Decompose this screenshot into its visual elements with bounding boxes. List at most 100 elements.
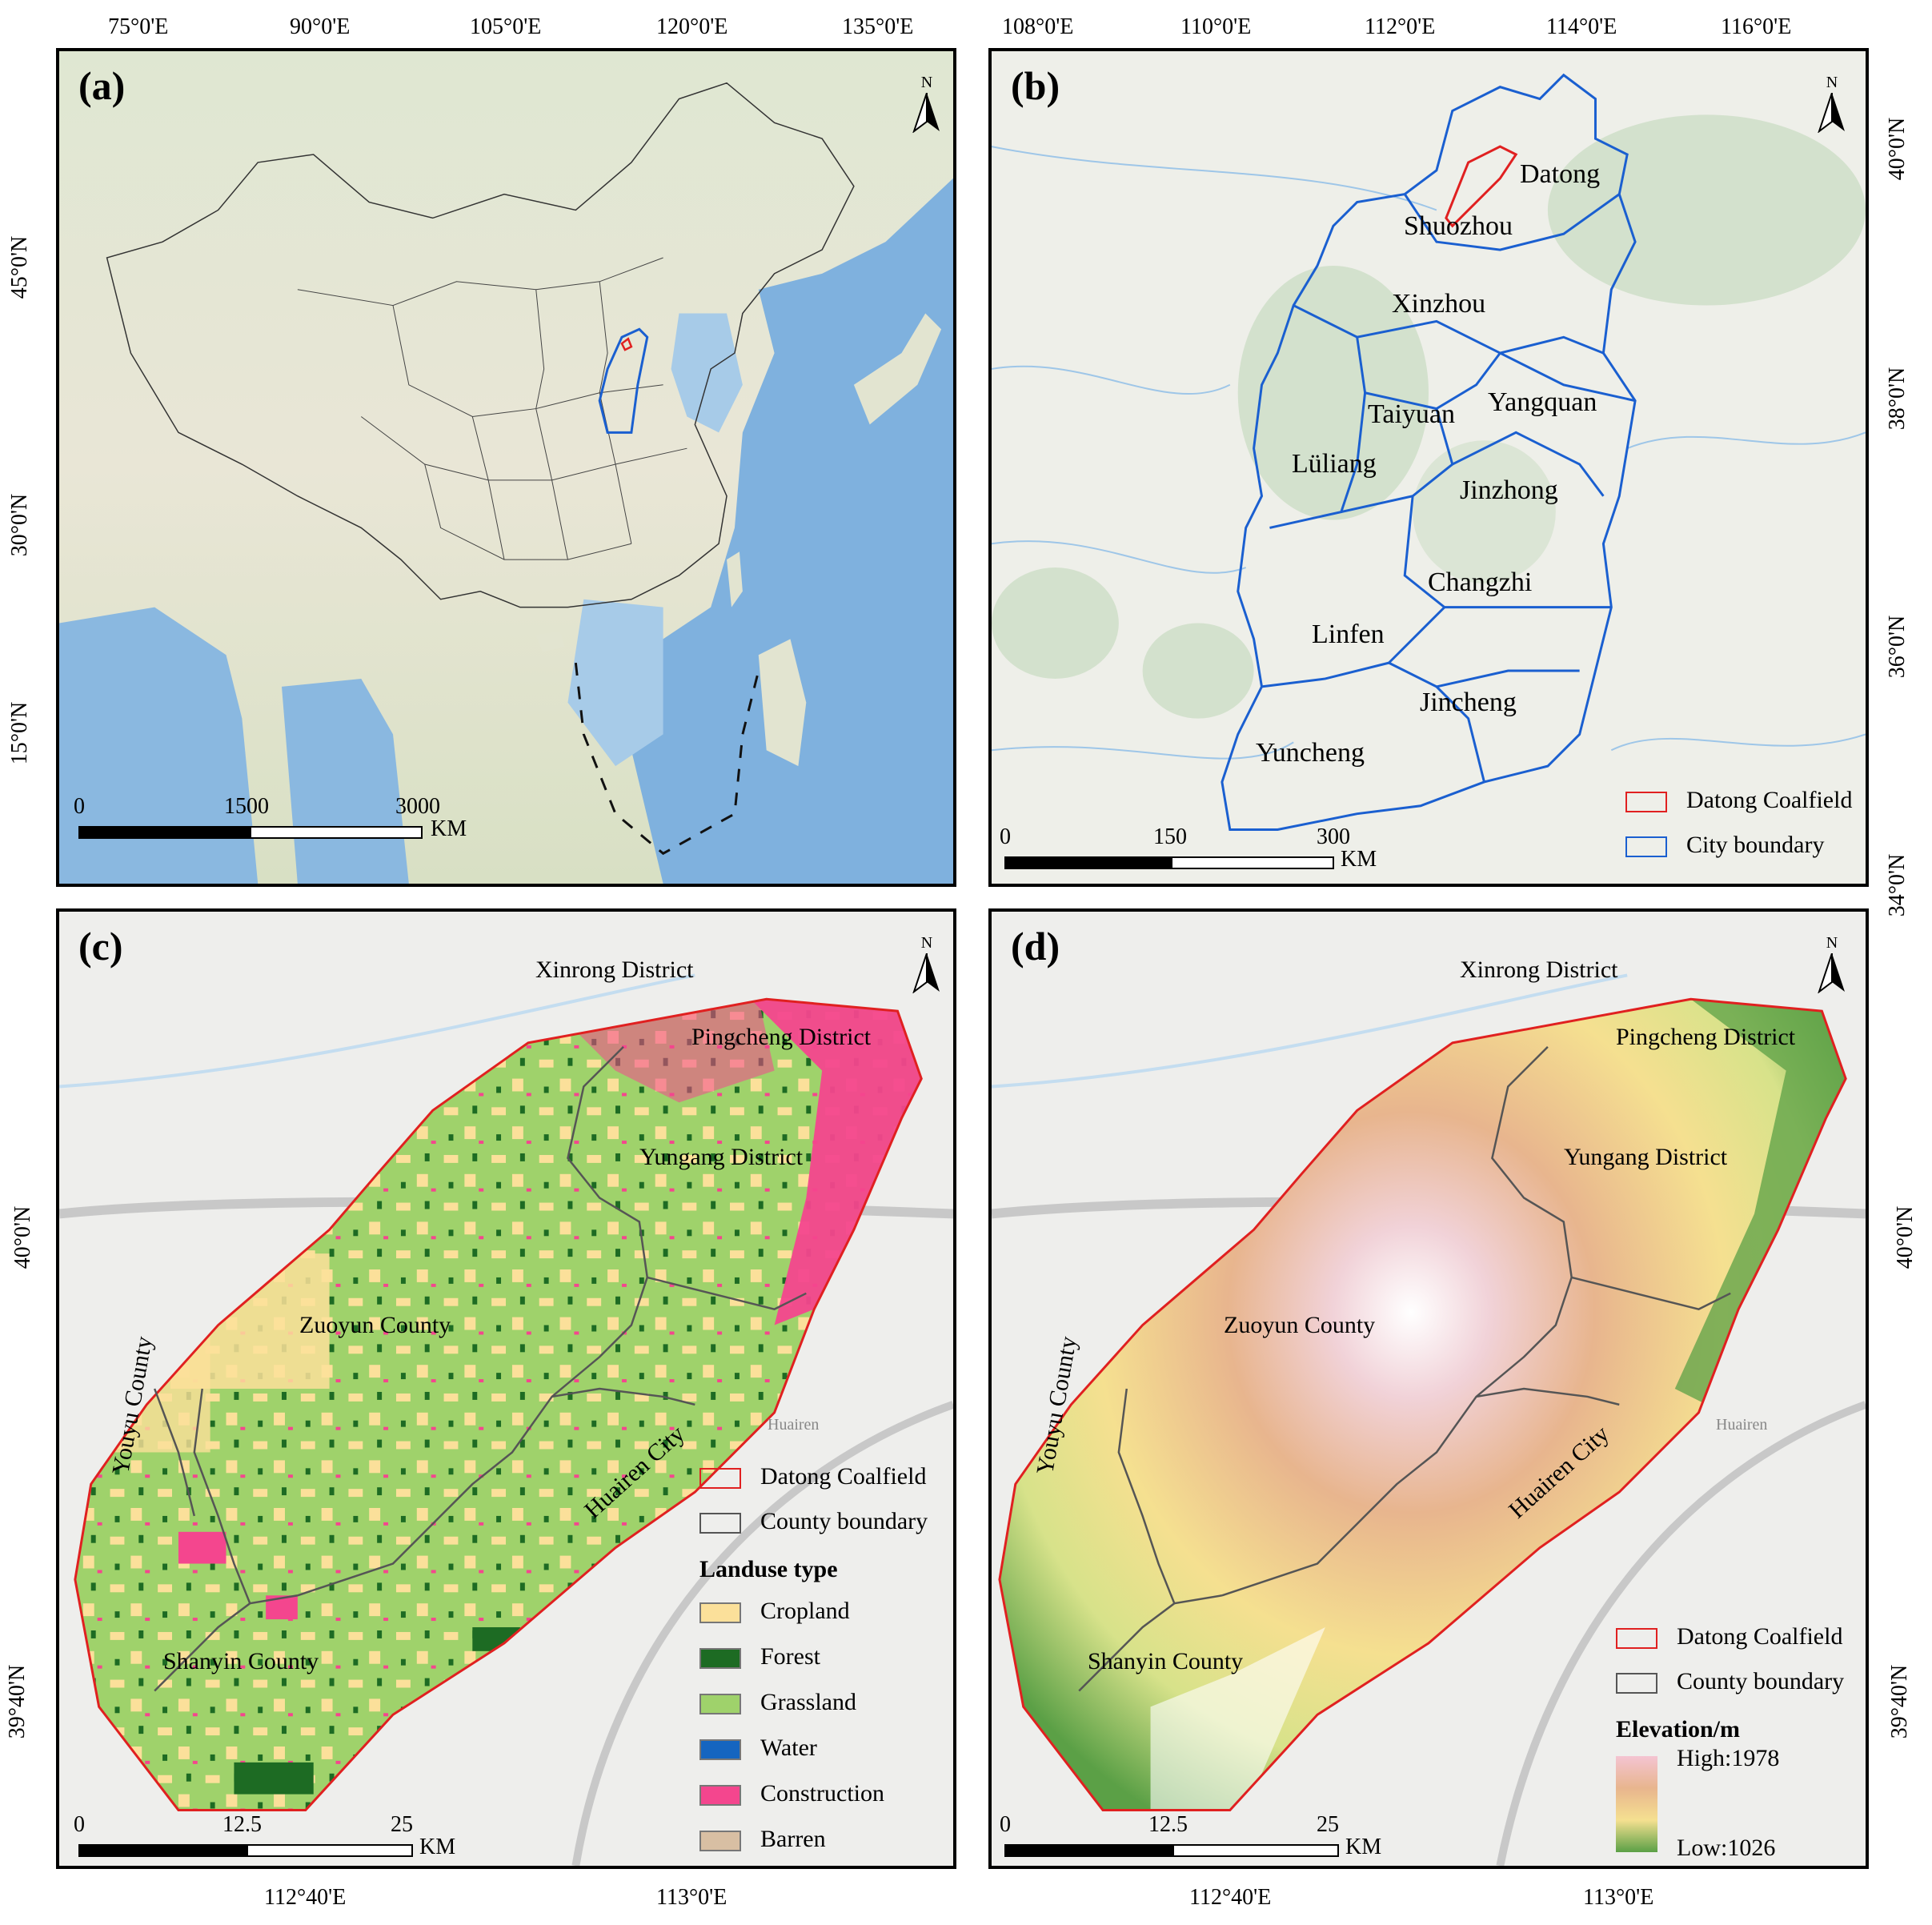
shanxi-basemap <box>992 51 1866 884</box>
city-label: Jinzhong <box>1460 475 1558 505</box>
north-arrow: N <box>1814 934 1850 998</box>
tick-lon: 75°0'E <box>108 14 169 39</box>
scale-tick: 0 <box>74 794 85 819</box>
scale-segment <box>247 1844 413 1857</box>
scale-segment <box>1171 856 1334 869</box>
legend-label: Datong Coalfield <box>1686 787 1853 813</box>
legend-swatch <box>699 1694 741 1714</box>
tick-lon: 105°0'E <box>470 14 542 39</box>
north-label: N <box>920 934 933 952</box>
tick-lon: 108°0'E <box>1002 14 1074 39</box>
tick-lat: 40°0'N <box>10 1205 36 1269</box>
tick-lon: 112°0'E <box>1365 14 1436 39</box>
scale-tick: 0 <box>1000 824 1011 849</box>
scale-tick: 0 <box>74 1812 85 1837</box>
scale-tick: 25 <box>391 1812 413 1837</box>
north-arrow-icon <box>1818 93 1845 133</box>
tick-lon: 90°0'E <box>290 14 351 39</box>
legend-swatch <box>699 1648 741 1669</box>
tick-lat: 30°0'N <box>7 493 33 557</box>
tick-lon: 112°40'E <box>264 1885 347 1910</box>
legend-swatch <box>699 1785 741 1806</box>
city-label: Taiyuan <box>1368 399 1456 429</box>
place-label: Xinrong District <box>535 956 694 983</box>
scale-tick: 25 <box>1317 1812 1339 1837</box>
scale-tick: 12.5 <box>222 1812 262 1837</box>
scale-unit: KM <box>1345 1835 1382 1859</box>
legend-label: Datong Coalfield <box>1677 1623 1843 1650</box>
legend-swatch <box>699 1468 741 1489</box>
panel-b-label: (b) <box>1011 63 1060 108</box>
city-label: Yangquan <box>1488 387 1597 417</box>
legend-label: Barren <box>760 1826 826 1852</box>
city-label: Yuncheng <box>1256 738 1365 768</box>
city-label: Jincheng <box>1420 688 1517 717</box>
china-basemap <box>59 51 953 884</box>
legend-swatch <box>1625 836 1667 857</box>
place-label: Shanyin County <box>163 1648 319 1674</box>
place-label: Pingcheng District <box>1616 1024 1796 1050</box>
panel-a-china-map: (a) N 0 1500 3000 KM <box>56 48 956 887</box>
scale-unit: KM <box>419 1835 456 1859</box>
landuse-basemap <box>59 912 953 1866</box>
scale-segment <box>78 826 251 839</box>
north-arrow-icon <box>1818 953 1845 993</box>
elevation-high: High:1978 <box>1677 1745 1780 1771</box>
scale-tick: 0 <box>1000 1812 1011 1837</box>
city-label: Changzhi <box>1428 567 1533 597</box>
scale-tick: 300 <box>1317 824 1350 849</box>
scale-tick: 150 <box>1153 824 1187 849</box>
tick-lon: 113°0'E <box>1583 1885 1654 1910</box>
panel-c-landuse-map: (c) N Xinrong District Pingcheng Distric… <box>56 908 956 1869</box>
place-label: Yungang District <box>1564 1144 1728 1170</box>
place-label: Zuoyun County <box>1224 1312 1376 1338</box>
tick-lat: 34°0'N <box>1885 853 1910 917</box>
panel-c-label: (c) <box>78 924 123 969</box>
north-label: N <box>1826 74 1838 91</box>
north-arrow: N <box>909 74 944 138</box>
legend-swatch <box>1616 1673 1657 1694</box>
panel-b-shanxi-map: (b) N Datong Shuozhou Xinzhou Taiyuan Ya… <box>988 48 1869 887</box>
scale-unit: KM <box>431 816 467 841</box>
tick-lon: 113°0'E <box>656 1885 728 1910</box>
legend-swatch <box>699 1513 741 1534</box>
place-label: Zuoyun County <box>299 1312 451 1338</box>
scale-segment <box>1172 1844 1339 1857</box>
tick-lon: 135°0'E <box>842 14 914 39</box>
city-label: Linfen <box>1312 620 1385 649</box>
legend-label: Construction <box>760 1780 884 1807</box>
tick-lat: 39°40'N <box>1887 1664 1913 1739</box>
legend-swatch <box>699 1602 741 1623</box>
tick-lat: 38°0'N <box>1885 367 1910 431</box>
elevation-basemap <box>992 912 1866 1866</box>
place-label: Pingcheng District <box>691 1024 872 1050</box>
scale-segment <box>78 1844 248 1857</box>
tick-lat: 45°0'N <box>7 235 33 299</box>
tick-lon: 114°0'E <box>1546 14 1617 39</box>
legend-title: Elevation/m <box>1616 1716 1740 1743</box>
tick-lon: 116°0'E <box>1721 14 1792 39</box>
tick-lat: 15°0'N <box>7 701 33 765</box>
legend-label: Grassland <box>760 1689 856 1715</box>
tick-lon: 120°0'E <box>656 14 728 39</box>
legend-swatch <box>1625 792 1667 812</box>
north-label: N <box>920 74 933 91</box>
scale-segment <box>1004 1844 1174 1857</box>
panel-d-elevation-map: (d) N Xinrong District Pingcheng Distric… <box>988 908 1869 1869</box>
city-label: Lüliang <box>1292 449 1377 479</box>
scale-unit: KM <box>1341 847 1377 872</box>
legend-label: County boundary <box>760 1508 928 1534</box>
scale-segment <box>1004 856 1172 869</box>
city-label: Datong <box>1520 159 1601 189</box>
panel-a-label: (a) <box>78 63 126 108</box>
tick-lat: 36°0'N <box>1885 615 1910 679</box>
north-arrow: N <box>909 934 944 998</box>
tick-lat: 39°40'N <box>5 1664 30 1739</box>
scale-tick: 3000 <box>395 794 440 819</box>
north-arrow-icon <box>912 953 940 993</box>
legend-label: County boundary <box>1677 1668 1845 1694</box>
city-label: Xinzhou <box>1392 289 1486 319</box>
legend-swatch <box>699 1831 741 1851</box>
legend-swatch <box>699 1739 741 1760</box>
tick-lat: 40°0'N <box>1885 117 1910 181</box>
